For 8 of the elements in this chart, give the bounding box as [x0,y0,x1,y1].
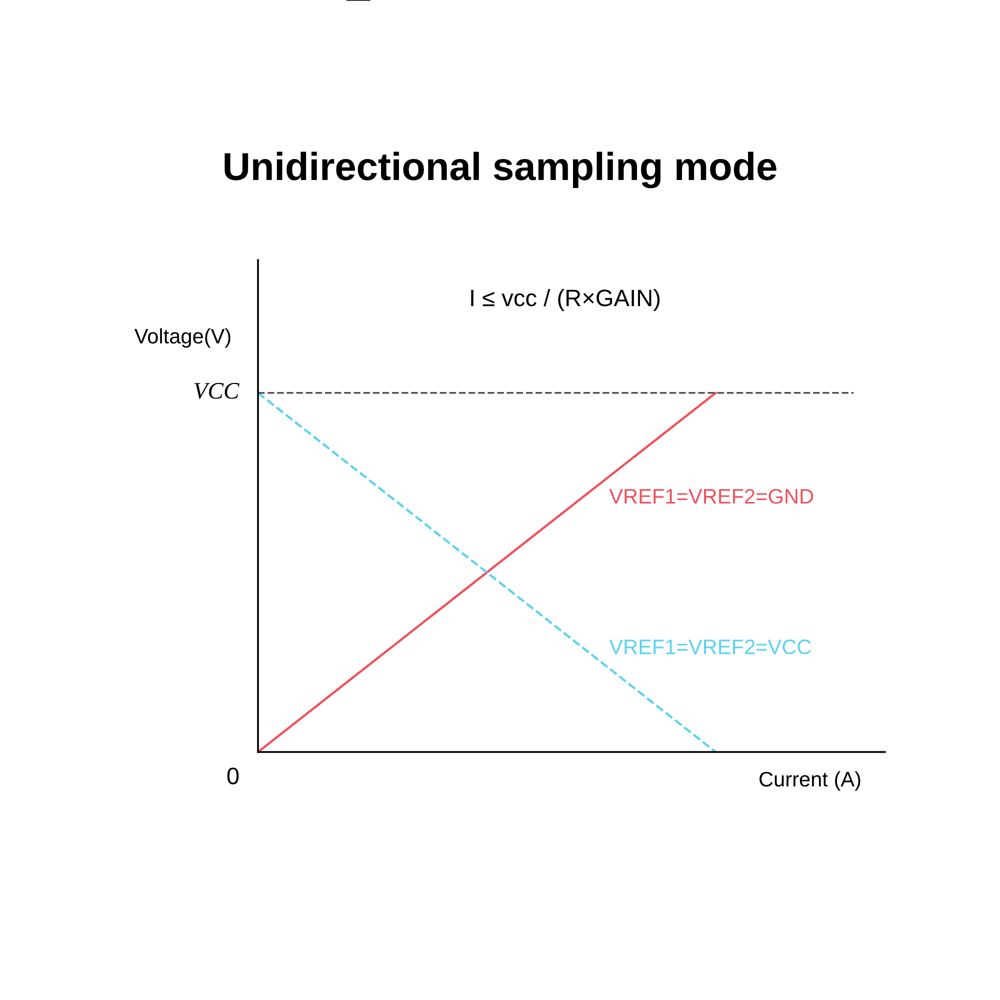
text: 0 [227,768,239,784]
y-axis-title: Voltage(V) [134,328,230,348]
text: I ≤ vcc / (R×GAIN) [471,288,660,311]
x-axis-title: Current (A) [760,771,860,791]
ref-line-label: VCC [194,382,240,399]
chart-title: Unidirectional sampling mode [224,152,776,188]
series-label: VREF1=VREF2=VCC [609,640,811,654]
series-label: VREF1=VREF2=GND [609,488,814,504]
